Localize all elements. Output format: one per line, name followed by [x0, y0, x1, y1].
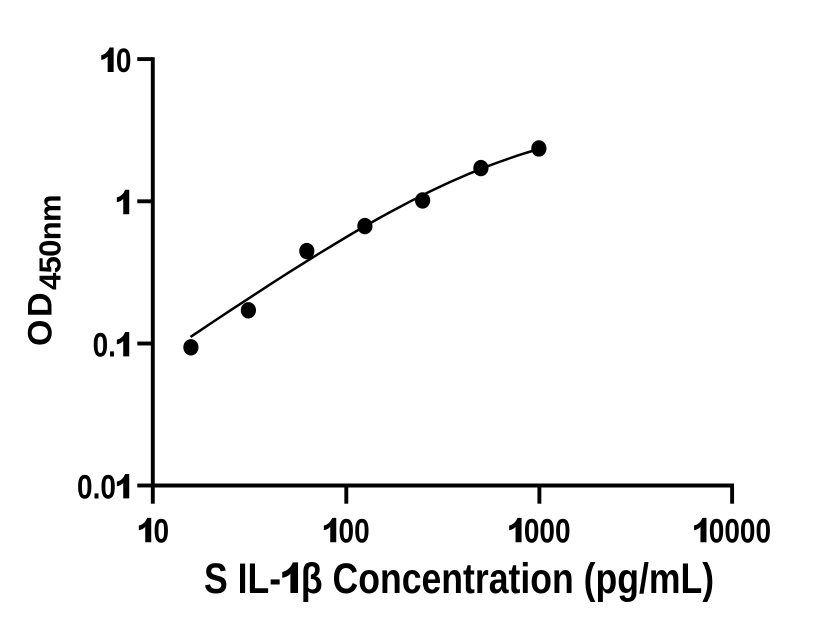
svg-text:0: 0: [154, 512, 170, 550]
svg-text:β Concentration (pg/mL): β Concentration (pg/mL): [301, 555, 714, 603]
svg-text:000: 000: [524, 512, 571, 550]
svg-text:0000: 0000: [709, 512, 771, 550]
svg-text:0.0: 0.0: [77, 468, 116, 506]
svg-text:0: 0: [116, 41, 132, 79]
svg-text:0.: 0.: [93, 326, 116, 364]
svg-text:00: 00: [339, 512, 370, 550]
svg-text:S IL-: S IL-: [204, 555, 281, 603]
